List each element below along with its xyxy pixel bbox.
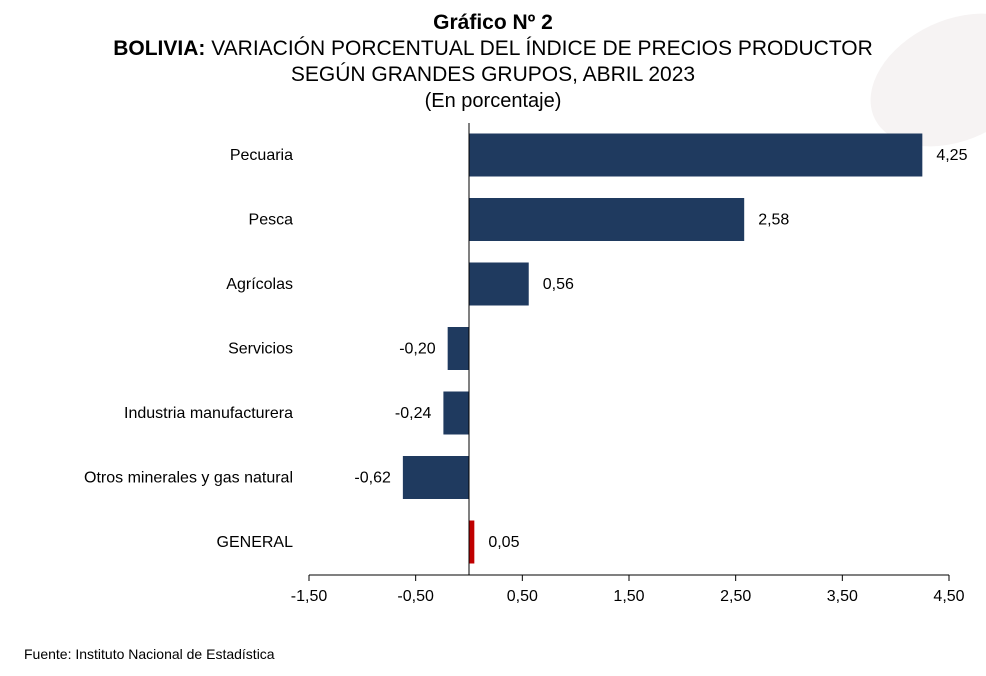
chart-titles: Gráfico Nº 2 BOLIVIA: VARIACIÓN PORCENTU… xyxy=(0,10,986,114)
category-label: GENERAL xyxy=(217,534,294,551)
x-tick-label: 3,50 xyxy=(827,588,858,605)
x-tick-label: 4,50 xyxy=(933,588,964,605)
data-label: -0,20 xyxy=(399,341,436,358)
x-tick-label: 2,50 xyxy=(720,588,751,605)
x-tick-label: -0,50 xyxy=(397,588,434,605)
chart-title-country: BOLIVIA: xyxy=(113,37,206,60)
bar xyxy=(469,262,529,306)
category-label: Pecuaria xyxy=(230,147,293,164)
data-label: 0,56 xyxy=(543,276,574,293)
chart-title-line1: BOLIVIA: VARIACIÓN PORCENTUAL DEL ÍNDICE… xyxy=(0,36,986,62)
data-label: 0,05 xyxy=(488,534,519,551)
category-label: Pesca xyxy=(249,212,294,229)
chart-unit: (En porcentaje) xyxy=(424,90,562,112)
data-label: 2,58 xyxy=(758,212,789,229)
category-label: Agrícolas xyxy=(226,276,293,293)
bar xyxy=(469,133,923,177)
bar xyxy=(469,198,745,241)
category-label: Otros minerales y gas natural xyxy=(84,470,293,487)
source-note: Fuente: Instituto Nacional de Estadístic… xyxy=(24,646,275,662)
chart-heading: Gráfico Nº 2 xyxy=(433,11,553,34)
data-label: -0,24 xyxy=(395,405,432,422)
category-label: Industria manufacturera xyxy=(124,405,293,422)
data-label: 4,25 xyxy=(936,147,967,164)
chart-title-text: VARIACIÓN PORCENTUAL DEL ÍNDICE DE PRECI… xyxy=(205,37,873,60)
x-tick-label: -1,50 xyxy=(291,588,328,605)
bar xyxy=(469,520,475,564)
x-tick-label: 1,50 xyxy=(613,588,644,605)
category-label: Servicios xyxy=(228,341,293,358)
bar xyxy=(402,456,469,499)
chart-title-line2: SEGÚN GRANDES GRUPOS, ABRIL 2023 xyxy=(290,63,696,86)
x-tick-label: 0,50 xyxy=(507,588,538,605)
data-label: -0,62 xyxy=(354,470,391,487)
bar xyxy=(443,391,469,435)
bar xyxy=(447,327,469,370)
